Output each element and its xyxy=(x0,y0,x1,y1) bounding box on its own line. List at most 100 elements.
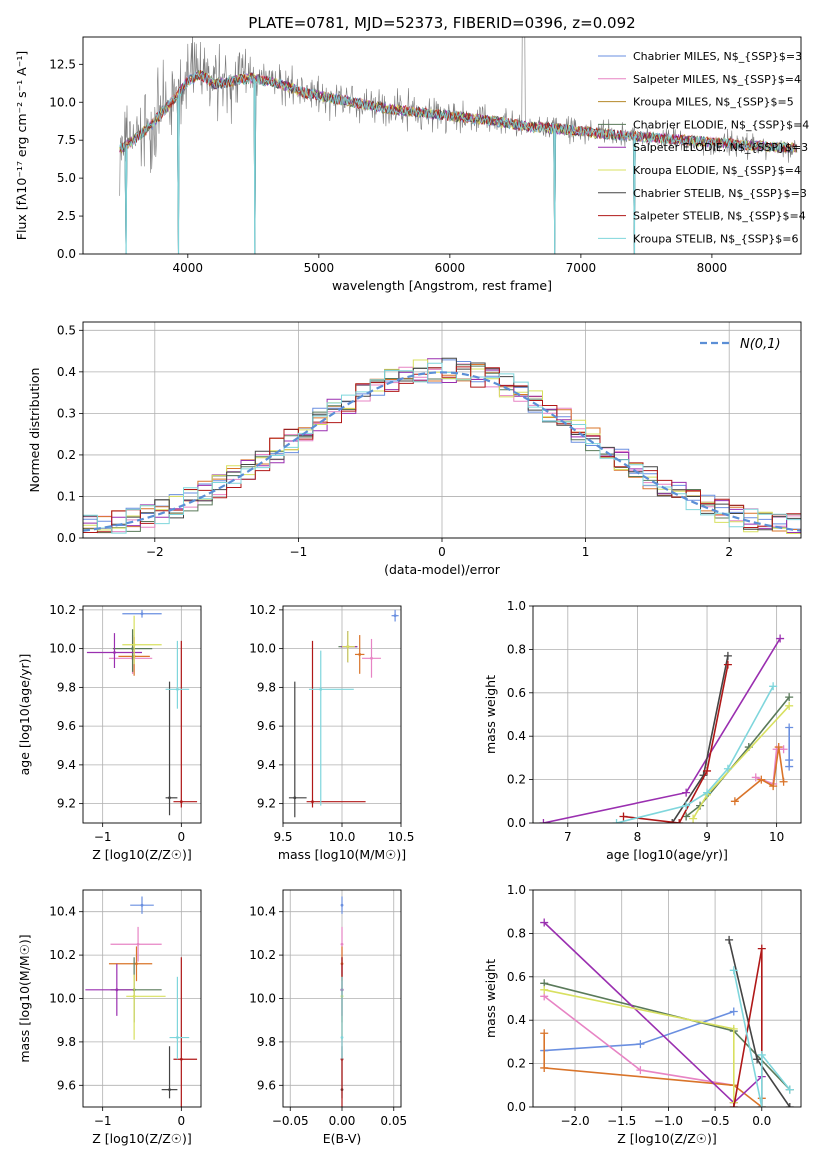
plus-marker xyxy=(703,766,712,775)
data-point xyxy=(115,988,119,992)
y-axis-label: mass [log10(M/M☉)] xyxy=(17,934,32,1062)
y-tick-label: 10.0 xyxy=(49,642,76,656)
x-axis-label: wavelength [Angstrom, rest frame] xyxy=(332,278,552,293)
legend-entry: Kroupa MILES, N$_{SSP}$=5 xyxy=(633,96,794,109)
x-tick-label: 7 xyxy=(564,830,572,844)
x-tick-label: 5000 xyxy=(304,261,335,275)
mass-vs-Z-plot-area xyxy=(85,896,198,1107)
plus-marker xyxy=(779,777,788,786)
plus-marker xyxy=(785,1103,794,1107)
data-point xyxy=(140,903,144,907)
y-tick-label: 0.4 xyxy=(507,1013,526,1027)
x-axis-label: E(B-V) xyxy=(323,1131,362,1146)
plus-marker xyxy=(729,966,738,975)
x-tick-label: 0.00 xyxy=(329,1114,356,1128)
y-axis-label: age [log10(age/yr)] xyxy=(17,654,32,776)
plus-marker xyxy=(779,745,788,754)
y-tick-label: 10.0 xyxy=(49,992,76,1006)
plus-marker xyxy=(757,1103,766,1107)
x-axis-label: Z [log10(Z/Z☉)] xyxy=(92,847,192,862)
plus-marker xyxy=(757,944,766,953)
y-tick-label: 0.0 xyxy=(507,1100,526,1114)
legend-entry: Salpeter MILES, N$_{SSP}$=4 xyxy=(633,73,801,86)
data-point xyxy=(346,645,350,649)
data-point xyxy=(393,614,397,618)
model-spectrum-line xyxy=(119,73,798,154)
legend-entry: N(0,1) xyxy=(740,337,781,352)
plus-marker xyxy=(540,918,549,927)
x-tick-label: −1.0 xyxy=(654,1114,683,1128)
plus-marker xyxy=(689,814,698,823)
y-tick-label: 9.4 xyxy=(57,758,76,772)
mass-weight-vs-age-plot-area xyxy=(539,634,794,823)
plus-marker xyxy=(774,743,783,752)
normal-distribution-curve xyxy=(83,371,801,532)
x-tick-label: −1 xyxy=(290,545,308,559)
axes-frame xyxy=(82,321,802,539)
x-tick-label: 0.05 xyxy=(380,1114,407,1128)
x-tick-label: −1 xyxy=(94,830,112,844)
legend-entry: Salpeter STELIB, N$_{SSP}$=4 xyxy=(633,210,806,223)
mass-weight-line xyxy=(733,970,791,1107)
plus-marker xyxy=(757,1050,766,1059)
y-tick-label: 9.2 xyxy=(257,797,276,811)
y-tick-label: 0.2 xyxy=(507,773,526,787)
mass-weight-line xyxy=(543,638,781,823)
spectrum-plot-area xyxy=(119,37,798,254)
y-tick-label: 10.2 xyxy=(249,603,276,617)
plus-marker xyxy=(725,935,734,944)
plus-marker xyxy=(751,773,760,782)
data-point xyxy=(176,1036,179,1039)
y-axis-label: Flux [fλ10⁻¹⁷ erg cm⁻² s⁻¹ A⁻¹] xyxy=(14,51,29,240)
x-tick-label: 10.0 xyxy=(329,830,356,844)
plus-marker xyxy=(682,801,691,810)
data-point xyxy=(293,796,297,800)
y-tick-label: 9.6 xyxy=(57,719,76,733)
y-tick-label: 0.8 xyxy=(507,926,526,940)
plus-marker xyxy=(540,1063,549,1072)
y-tick-label: 2.5 xyxy=(57,209,76,223)
data-point xyxy=(168,1088,171,1092)
y-tick-label: 9.4 xyxy=(257,758,276,772)
x-axis-label: Z [log10(Z/Z☉)] xyxy=(92,1131,192,1146)
y-tick-label: 0.4 xyxy=(507,729,526,743)
plus-marker xyxy=(757,775,766,784)
y-tick-label: 0.8 xyxy=(507,642,526,656)
data-point xyxy=(358,653,362,656)
x-tick-label: 9 xyxy=(703,830,711,844)
y-axis-label: mass weight xyxy=(483,675,498,754)
y-tick-label: 9.8 xyxy=(57,680,76,694)
data-point xyxy=(370,656,373,660)
plus-marker xyxy=(540,1029,549,1038)
age-vs-Z-plot-area xyxy=(86,609,198,816)
data-point xyxy=(179,1057,183,1061)
data-point xyxy=(340,942,344,946)
model-spectrum-line xyxy=(119,70,797,254)
x-tick-label: −1.5 xyxy=(607,1114,636,1128)
y-tick-label: 0.6 xyxy=(507,970,526,984)
plus-marker xyxy=(730,797,739,806)
data-point xyxy=(131,647,134,651)
legend-entry: Salpeter ELODIE, N$_{SSP}$=3 xyxy=(633,141,808,154)
mass-weight-line xyxy=(543,1033,763,1107)
plus-marker xyxy=(612,819,621,823)
model-spectrum-line xyxy=(119,70,798,153)
y-tick-label: 12.5 xyxy=(49,57,76,71)
x-tick-label: 0 xyxy=(178,1114,186,1128)
data-point xyxy=(132,994,136,998)
y-tick-label: 0.2 xyxy=(57,448,76,462)
data-point xyxy=(168,796,171,800)
x-tick-label: 9.5 xyxy=(273,830,292,844)
x-tick-label: −0.5 xyxy=(701,1114,730,1128)
y-tick-label: 0.5 xyxy=(57,323,76,337)
data-point xyxy=(340,1036,344,1039)
mass-weight-line xyxy=(623,664,729,823)
plus-marker xyxy=(675,819,684,823)
y-tick-label: 0.4 xyxy=(57,365,76,379)
axes-frame xyxy=(282,889,402,1108)
axes-frame xyxy=(532,605,802,824)
y-tick-label: 9.2 xyxy=(57,797,76,811)
y-axis-label: mass weight xyxy=(483,959,498,1038)
data-point xyxy=(311,800,314,804)
